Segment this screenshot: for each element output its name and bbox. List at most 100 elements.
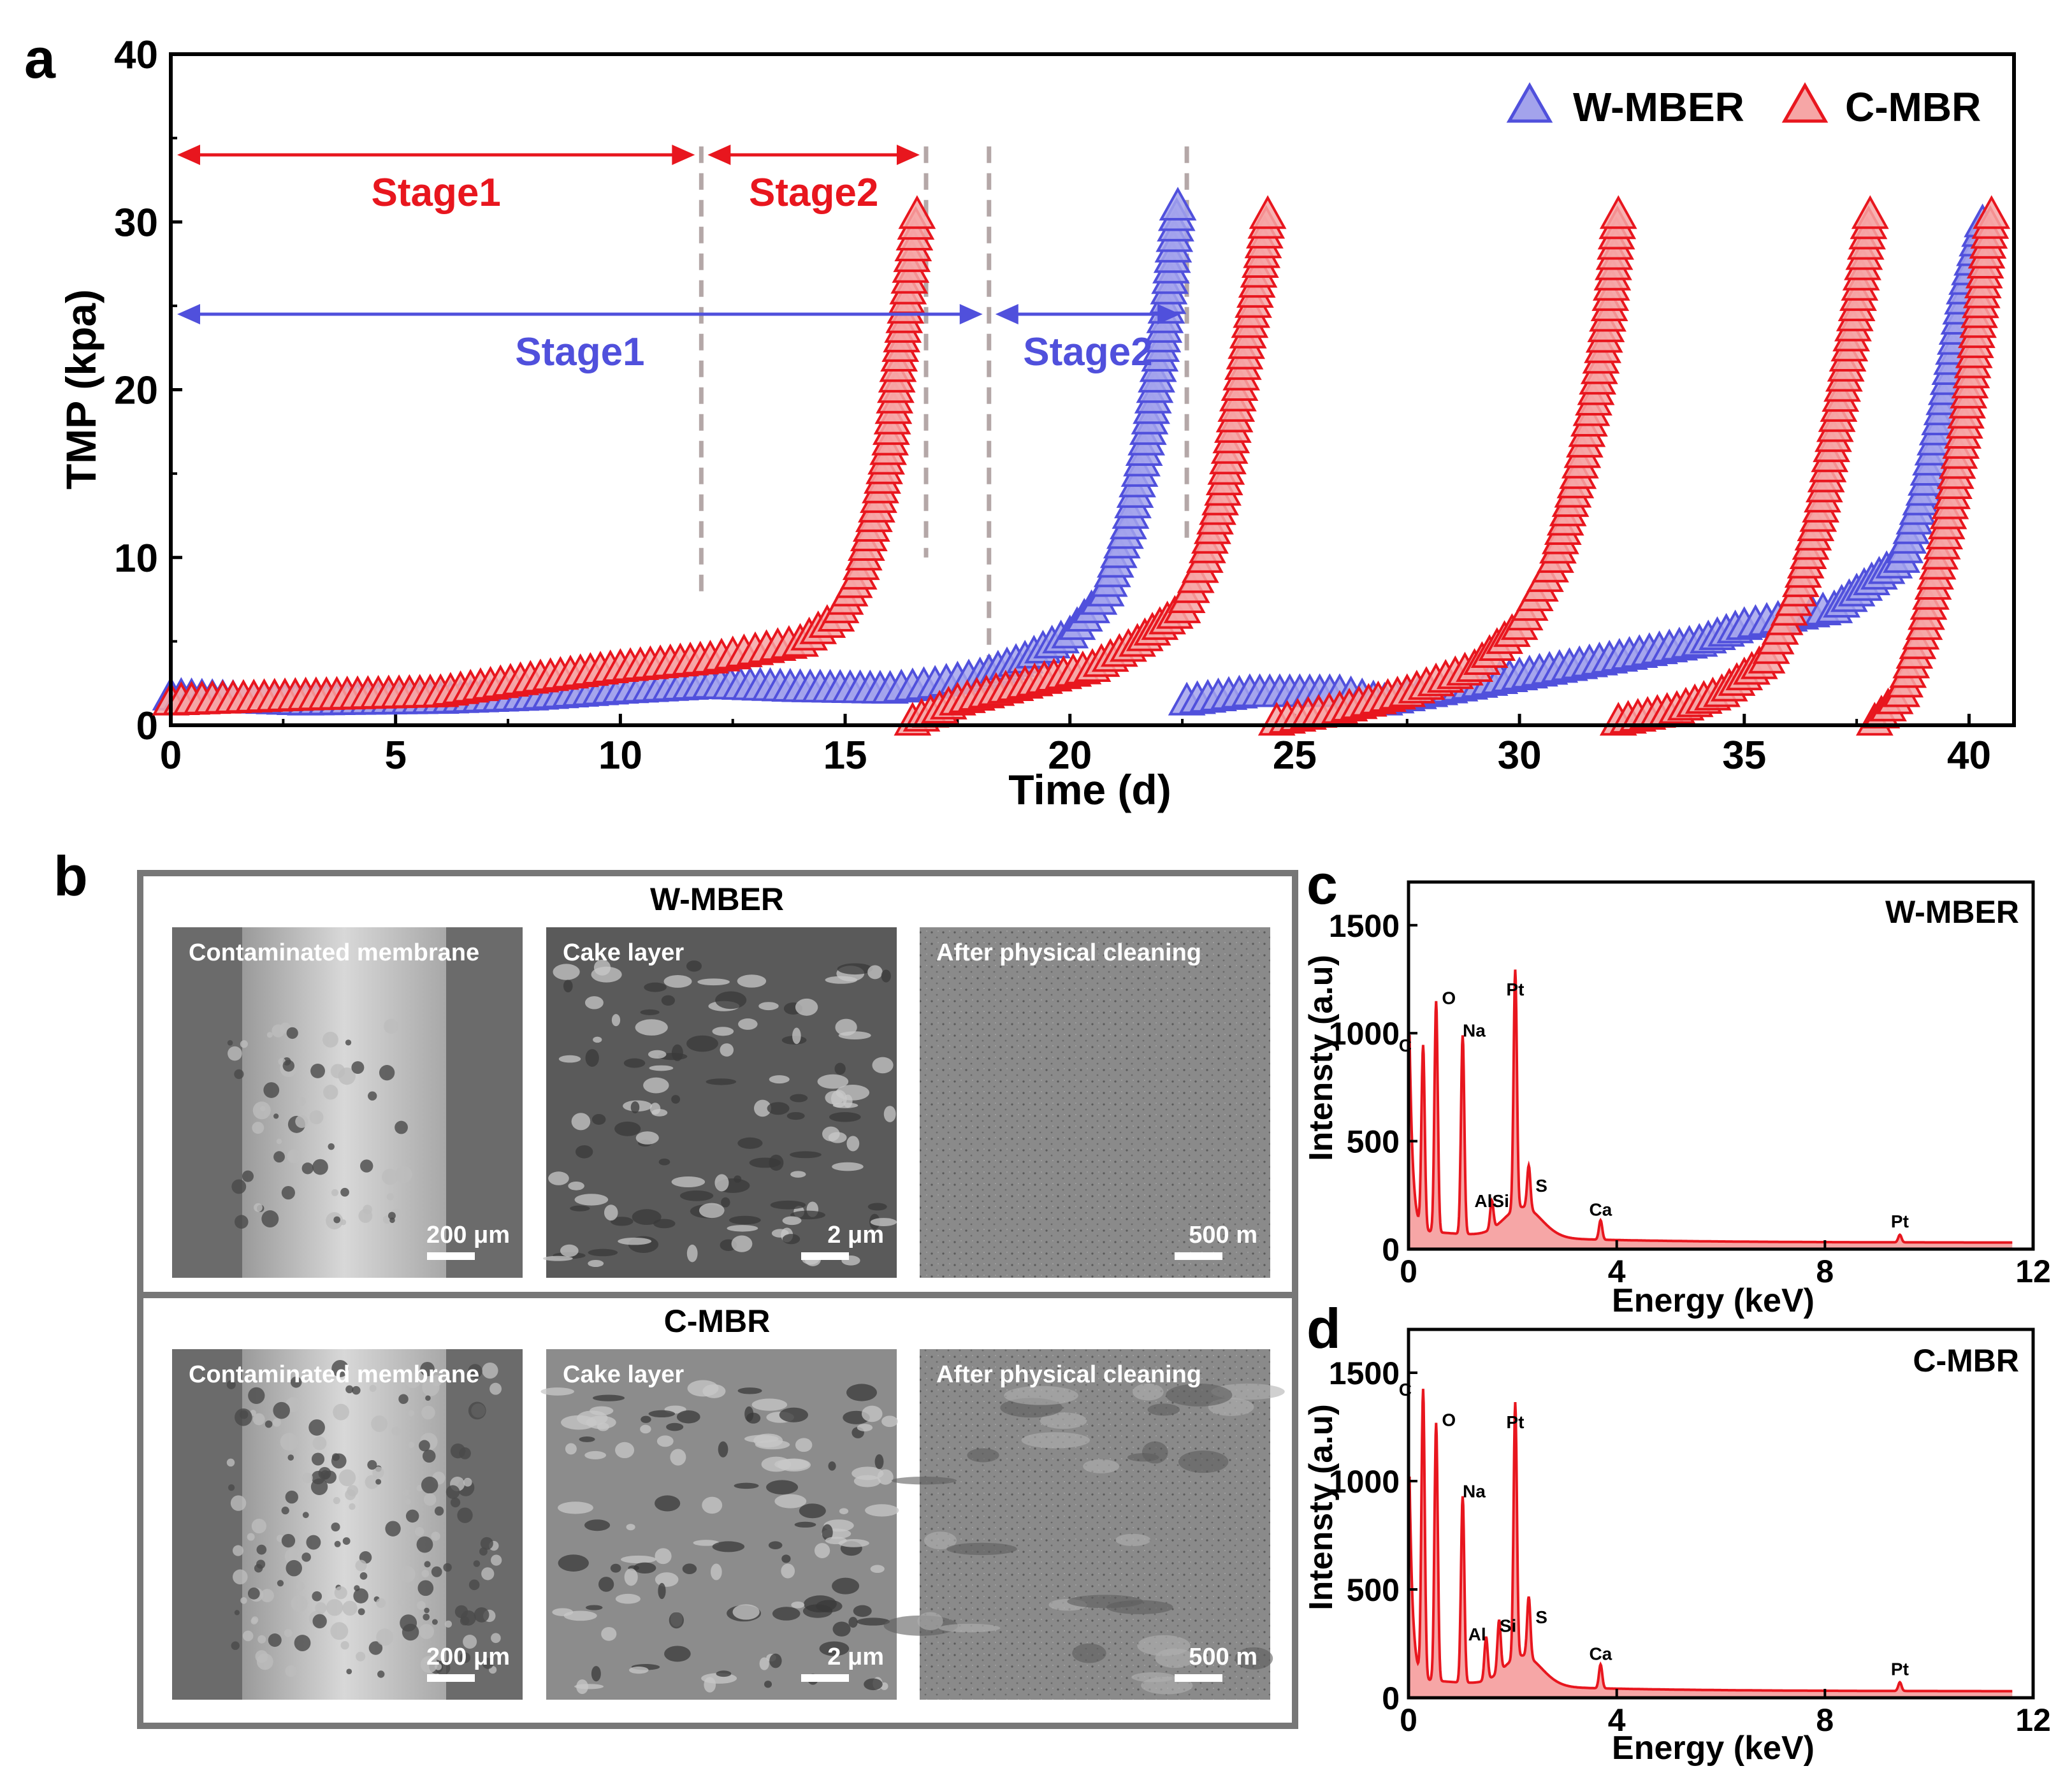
eds-peak-label: O (1442, 988, 1456, 1008)
foulant-particle (285, 1490, 298, 1504)
sem-image: Cake layer 2 μm (542, 927, 897, 1278)
foulant-particle (371, 1415, 388, 1432)
sem-scale-label: 500 m (1189, 1644, 1257, 1670)
foulant-particle (365, 1475, 379, 1489)
foulant-particle (308, 1419, 325, 1436)
foulant-particle (481, 1567, 495, 1581)
x-tick-label: 30 (1498, 734, 1542, 778)
cake-feature (687, 1380, 719, 1397)
cake-feature (591, 1666, 601, 1682)
eds-spectrum-line (1408, 1389, 2013, 1693)
foulant-particle (422, 1378, 440, 1396)
cake-feature (720, 1043, 734, 1057)
cake-feature (586, 1415, 616, 1429)
eds-x-tick-label: 0 (1400, 1702, 1417, 1738)
surface-ridge (938, 1623, 1001, 1633)
cake-feature (542, 1255, 573, 1261)
foulant-particle (231, 1641, 240, 1650)
foulant-particle (277, 1580, 284, 1587)
cake-feature (664, 1646, 691, 1662)
eds-y-tick-label: 0 (1382, 1232, 1400, 1268)
foulant-particle (446, 1485, 460, 1499)
cake-feature (676, 1410, 700, 1424)
foulant-particle (312, 1436, 327, 1451)
foulant-particle (333, 1497, 340, 1505)
cake-feature (570, 1205, 590, 1212)
foulant-particle (405, 1498, 411, 1505)
cake-feature (702, 1496, 723, 1514)
foulant-particle (474, 1607, 489, 1623)
panel-letter-d: d (1307, 1297, 1341, 1360)
foulant-particle (239, 1410, 249, 1419)
foulant-particle (322, 1031, 338, 1048)
cake-feature (758, 1002, 779, 1011)
foulant-particle (234, 1215, 249, 1229)
foulant-particle (228, 1484, 235, 1491)
foulant-particle (340, 1187, 349, 1197)
cake-feature (716, 1670, 732, 1677)
foulant-particle (349, 1503, 356, 1510)
foulant-particle (284, 1629, 293, 1637)
cake-feature (738, 1018, 758, 1030)
foulant-particle (264, 1420, 273, 1428)
surface-ridge (1040, 1412, 1087, 1429)
foulant-particle (257, 1635, 266, 1644)
cake-feature (832, 1621, 851, 1637)
foulant-particle (273, 1151, 285, 1163)
cake-feature (838, 1031, 871, 1040)
foulant-particle (284, 1547, 302, 1565)
foulant-particle (273, 1113, 279, 1119)
cake-feature (857, 1424, 873, 1431)
foulant-particle (473, 1560, 481, 1567)
cake-feature (766, 1480, 799, 1494)
cake-feature (774, 1494, 807, 1508)
foulant-particle (311, 1452, 325, 1466)
stage-label-red: Stage2 (749, 171, 878, 215)
cake-feature (655, 1548, 672, 1565)
sem-image: Cake layer 2 μm (540, 1349, 899, 1700)
cake-feature (822, 1524, 833, 1541)
foulant-particle (233, 1569, 248, 1585)
foulant-particle (424, 1607, 430, 1614)
cake-feature (669, 1612, 684, 1629)
cake-feature (614, 1121, 641, 1136)
surface-ridge (1067, 1595, 1143, 1609)
cake-feature (548, 1171, 569, 1185)
foulant-particle (282, 1060, 295, 1072)
surface-ridge (1115, 1533, 1151, 1546)
cake-feature (623, 1058, 646, 1068)
data-point (1851, 195, 1889, 229)
foulant-particle (425, 1395, 431, 1401)
cake-feature (649, 1103, 661, 1115)
cake-feature (867, 965, 883, 980)
foulant-particle (234, 1069, 244, 1080)
tmp-legend: W-MBER C-MBR (1506, 82, 1981, 130)
stage-arrow-red-head-right (672, 144, 695, 165)
foulant-particle (342, 1537, 351, 1545)
foulant-particle (421, 1476, 438, 1494)
foulant-particle (256, 1544, 267, 1555)
foulant-particle (248, 1387, 265, 1405)
surface-ridge (1178, 1451, 1229, 1473)
cake-feature (598, 1577, 614, 1592)
foulant-particle (280, 1433, 298, 1451)
eds-y-axis-title-c-mbr: Intensty (a.u) (1303, 1404, 1340, 1610)
cake-feature (795, 998, 818, 1016)
sem-caption: Contaminated membrane (189, 1361, 479, 1388)
eds-spectrum-fill (1409, 1389, 2013, 1698)
cake-feature (825, 1537, 847, 1545)
cake-feature (593, 1036, 602, 1043)
foulant-particle (285, 1665, 297, 1677)
sem-images: Contaminated membrane 200 μm Cake layer 2 μ… (172, 927, 1285, 1700)
surface-ridge (1235, 1647, 1273, 1670)
foulant-particle (443, 1563, 452, 1572)
cake-feature (819, 1641, 850, 1656)
cake-feature (822, 1126, 840, 1141)
foulant-particle (338, 1469, 356, 1486)
cake-feature (540, 1387, 574, 1396)
foulant-particle (326, 1599, 344, 1616)
eds-peak-label: Al (1468, 1624, 1486, 1644)
foulant-particle (372, 1466, 384, 1479)
stage-arrow-red-head-left (707, 144, 731, 165)
